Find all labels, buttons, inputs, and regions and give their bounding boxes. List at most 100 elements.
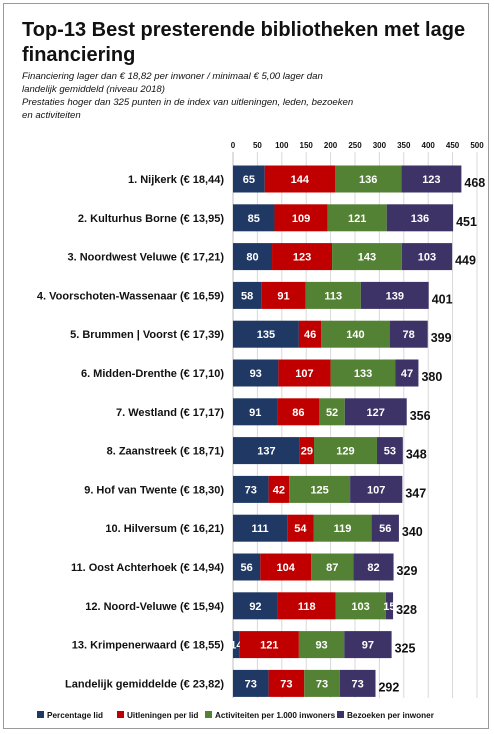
bar-segment — [305, 281, 361, 309]
x-tick-label: 500 — [470, 141, 484, 150]
bar-value-label: 93 — [315, 640, 327, 652]
bar-value-label: 136 — [411, 213, 429, 225]
category-label: 4. Voorschoten-Wassenaar (€ 16,59) — [37, 290, 224, 302]
bar-segment — [239, 631, 299, 659]
bar-segment — [298, 320, 322, 348]
bar-segment — [401, 243, 453, 271]
bar-value-label: 127 — [367, 407, 385, 419]
bar-total-label: 347 — [405, 486, 426, 500]
bar-segment — [233, 631, 240, 659]
bar-value-label: 78 — [403, 329, 415, 341]
bar-value-label: 85 — [248, 213, 260, 225]
x-tick-label: 300 — [373, 141, 387, 150]
bar-value-label: 54 — [294, 523, 307, 535]
bar-segment — [260, 553, 312, 581]
bar-value-label: 86 — [292, 407, 304, 419]
bar-segment — [344, 631, 392, 659]
bar-segment — [313, 514, 372, 542]
bar-total-label: 401 — [432, 292, 453, 306]
bar-segment — [311, 553, 354, 581]
category-label: 3. Noordwest Veluwe (€ 17,21) — [67, 252, 224, 264]
bar-value-label: 144 — [291, 174, 310, 186]
bar-value-label: 137 — [257, 446, 275, 458]
bar-segment — [339, 669, 376, 697]
bar-value-label: 91 — [249, 407, 261, 419]
bar-value-label: 143 — [358, 252, 376, 264]
bar-value-label: 58 — [241, 290, 253, 302]
bar-segment — [287, 514, 314, 542]
bar-value-label: 133 — [354, 368, 372, 380]
bar-segment — [395, 359, 419, 387]
bar-value-label: 123 — [422, 174, 440, 186]
bar-value-label: 42 — [273, 484, 285, 496]
bar-segment — [385, 592, 394, 620]
category-label: 2. Kulturhus Borne (€ 13,95) — [78, 213, 224, 225]
bar-value-label: 73 — [316, 678, 328, 690]
bar-value-label: 135 — [257, 329, 275, 341]
bar-segment — [233, 320, 299, 348]
bar-segment — [274, 204, 328, 232]
category-label: 9. Hof van Twente (€ 18,30) — [84, 484, 224, 496]
bar-total-label: 348 — [406, 448, 427, 462]
bar-value-label: 107 — [367, 484, 385, 496]
x-tick-label: 250 — [348, 141, 362, 150]
subtitle-line: Financiering lager dan € 18,82 per inwon… — [22, 71, 323, 82]
bar-segment — [264, 165, 335, 193]
bar-segment — [233, 281, 262, 309]
bar-value-label: 139 — [386, 290, 404, 302]
bar-value-label: 123 — [293, 252, 311, 264]
bar-total-label: 399 — [431, 331, 452, 345]
bar-segment — [233, 514, 288, 542]
bar-segment — [233, 553, 261, 581]
x-tick-label: 400 — [422, 141, 436, 150]
bar-value-label: 118 — [298, 601, 316, 613]
subtitle-line: landelijk gemiddeld (niveau 2018) — [22, 84, 165, 95]
subtitle-line: en activiteiten — [22, 110, 81, 121]
subtitle-line: Prestaties hoger dan 325 punten in de in… — [22, 97, 354, 108]
bar-segment — [314, 437, 377, 465]
bar-total-label: 328 — [396, 603, 417, 617]
chart-title: Top-13 Best presterende bibliotheken met… — [22, 19, 466, 66]
bar-total-label: 292 — [378, 680, 399, 694]
bar-value-label: 107 — [295, 368, 313, 380]
bar-value-label: 65 — [243, 174, 255, 186]
x-tick-label: 200 — [324, 141, 338, 150]
bar-segment — [335, 592, 386, 620]
bar-value-label: 121 — [348, 213, 366, 225]
bar-value-label: 136 — [359, 174, 377, 186]
bar-segment — [350, 475, 403, 503]
x-tick-label: 100 — [275, 141, 289, 150]
legend-label: Uitleningen per lid — [127, 711, 198, 720]
bar-segment — [289, 475, 351, 503]
bar-segment — [389, 320, 428, 348]
category-label: 12. Noord-Veluwe (€ 15,94) — [85, 601, 224, 613]
category-label: 5. Brummen | Voorst (€ 17,39) — [70, 329, 224, 341]
bar-segment — [233, 437, 300, 465]
x-tick-label: 50 — [253, 141, 262, 150]
bar-value-label: 91 — [277, 290, 289, 302]
bar-segment — [371, 514, 399, 542]
category-label: 6. Midden-Drenthe (€ 17,10) — [81, 368, 224, 380]
bar-value-label: 129 — [336, 446, 354, 458]
legend-swatch — [117, 711, 124, 718]
bar-segment — [299, 437, 315, 465]
bar-value-label: 52 — [326, 407, 338, 419]
bar-total-label: 340 — [402, 525, 423, 539]
bar-value-label: 87 — [326, 562, 338, 574]
bar-segment — [304, 669, 340, 697]
bar-value-label: 92 — [249, 601, 261, 613]
bar-value-label: 97 — [362, 640, 374, 652]
bar-total-label: 380 — [421, 370, 442, 384]
bar-value-label: 104 — [277, 562, 296, 574]
bar-segment — [298, 631, 345, 659]
bar-value-label: 53 — [384, 446, 396, 458]
bar-value-label: 82 — [367, 562, 379, 574]
bar-total-label: 468 — [464, 176, 485, 190]
bar-value-label: 80 — [246, 252, 258, 264]
category-label: 7. Westland (€ 17,17) — [116, 407, 224, 419]
bar-value-label: 111 — [252, 523, 269, 535]
category-label: 10. Hilversum (€ 16,21) — [105, 523, 224, 535]
chart-subtitle: Financiering lager dan € 18,82 per inwon… — [22, 70, 462, 122]
category-label: 11. Oost Achterhoek (€ 14,94) — [71, 562, 224, 574]
